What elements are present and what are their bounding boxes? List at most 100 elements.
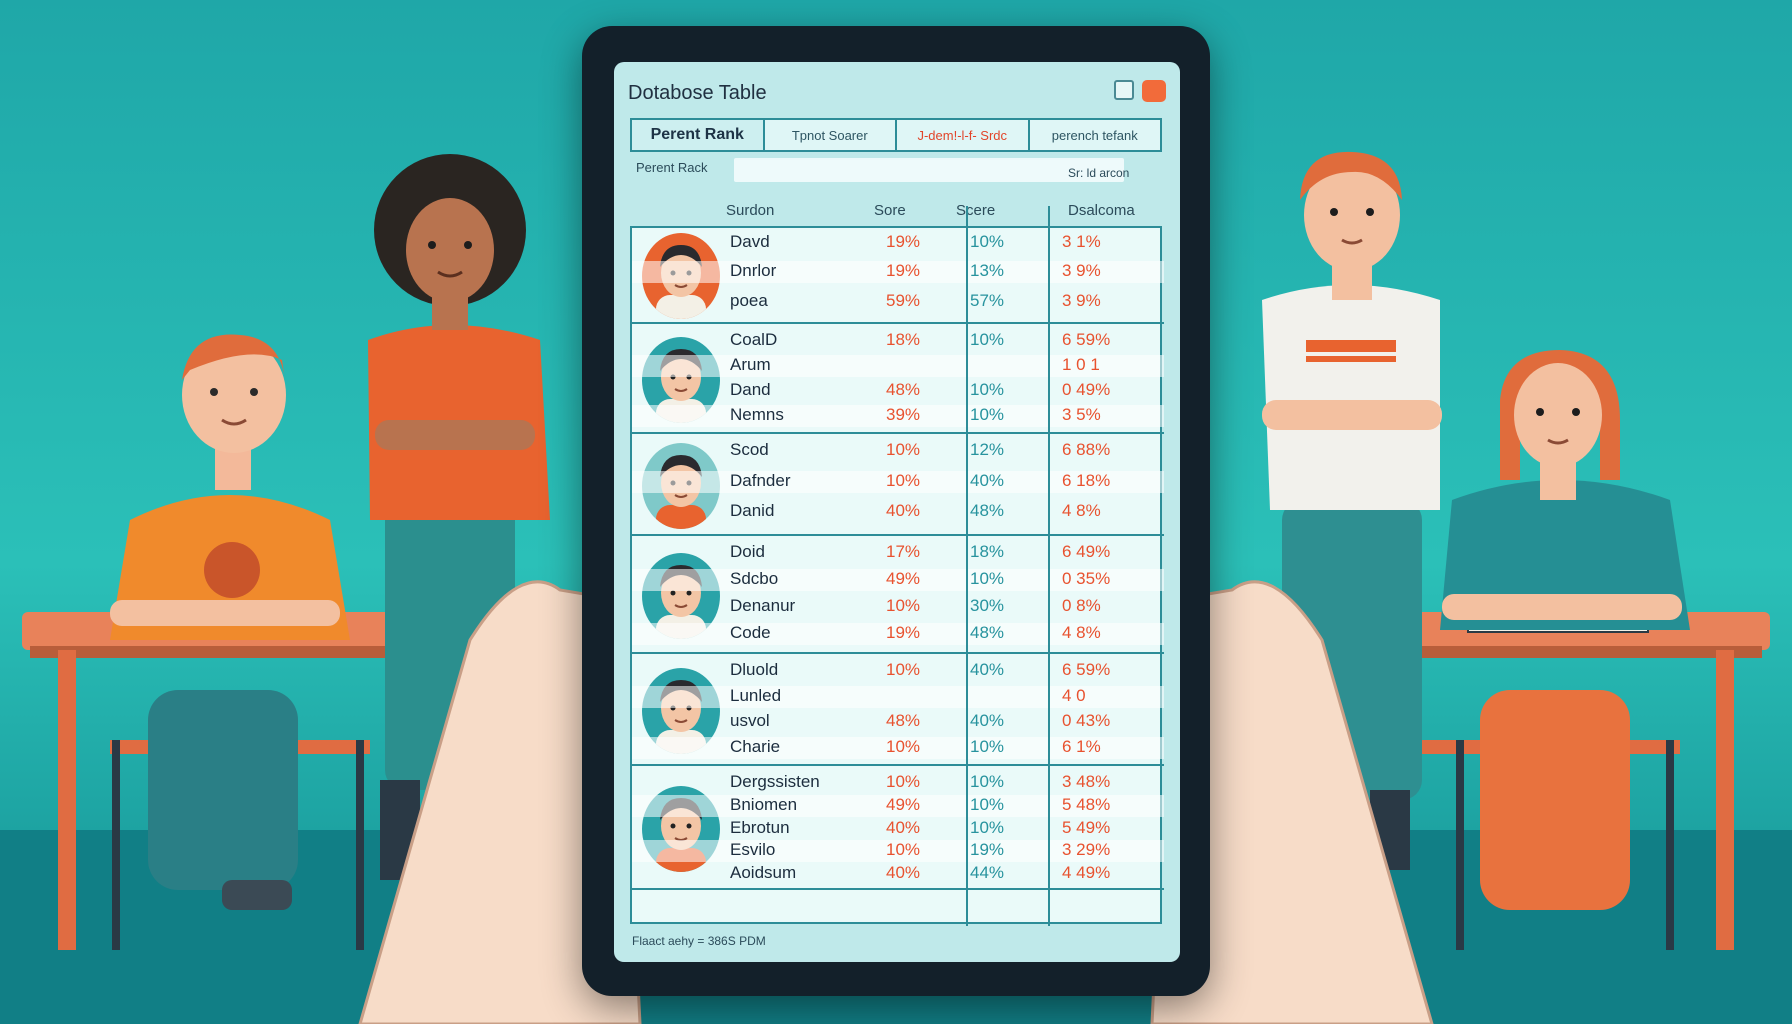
table-row[interactable]: Esvilo 10% 19% 3 29% [632,840,1164,863]
table-row[interactable]: Bniomen 49% 10% 5 48% [632,794,1164,817]
table-row[interactable]: Nemns 39% 10% 3 5% [632,405,1164,427]
student-name: Dand [730,380,771,399]
table-row[interactable]: Davd 19% 10% 3 1% [632,232,1164,254]
sore-value: 10% [886,596,921,615]
dsalcoma-value: 3 29% [1062,840,1111,860]
table-row[interactable]: Dluold 10% 40% 6 59% [632,660,1164,682]
window-icon[interactable] [1114,80,1134,100]
table-row[interactable]: Charie 10% 10% 6 1% [632,736,1164,759]
student-name: Denanur [730,596,796,615]
sore-value: 18% [886,330,921,349]
scere-value: 48% [970,501,1005,521]
scere-value: 10% [970,232,1005,251]
dsalcoma-value: 4 8% [1062,501,1101,521]
sore-value: 10% [886,660,921,679]
table-row[interactable]: Dnrlor 19% 13% 3 9% [632,261,1164,284]
student-name: usvol [730,711,770,730]
table-row[interactable]: Dafnder 10% 40% 6 18% [632,470,1164,493]
search-label: Sr: ld arcon [1068,166,1130,180]
header-scere[interactable]: Scere [956,202,996,219]
sore-value: 10% [886,840,921,860]
table-row[interactable]: Doid 17% 18% 6 49% [632,542,1164,564]
tab-tpnot-soarer[interactable]: Tpnot Soarer [765,120,897,150]
student-group: Davd 19% 10% 3 1% Dnrlor 19% 13% 3 9% poea 59% 57%… [632,228,1164,324]
sub-label: Perent Rack [636,160,708,175]
student-name: Aoidsum [730,863,797,883]
scere-value: 10% [970,772,1005,791]
header-surdon[interactable]: Surdon [726,202,775,219]
dsalcoma-value: 3 1% [1062,232,1101,251]
table-row[interactable]: Danid 40% 48% 4 8% [632,501,1164,523]
scere-value: 10% [970,405,1005,424]
student-name: Arum [730,355,771,374]
table-row[interactable]: usvol 48% 40% 0 43% [632,711,1164,733]
scere-value: 57% [970,290,1005,310]
table-row[interactable]: Sdcbo 49% 10% 0 35% [632,569,1164,591]
sore-value: 10% [886,440,921,459]
student-name: Ebrotun [730,817,790,837]
student-name: Danid [730,501,775,521]
table-row[interactable]: Scod 10% 12% 6 88% [632,440,1164,462]
table-row[interactable]: Arum 1 0 1 [632,355,1164,377]
student-name: Dafnder [730,470,791,490]
scere-value: 10% [970,736,1005,756]
student-name: Code [730,623,771,642]
table-row[interactable]: Ebrotun 40% 10% 5 49% [632,818,1164,840]
scere-value: 40% [970,711,1005,730]
column-divider [966,206,968,926]
tab-student-srdc[interactable]: J-dem!-l-f- Srdc [897,120,1030,150]
student-name: Davd [730,232,770,251]
tab-perench-tefank[interactable]: perench tefank [1051,127,1138,143]
sore-value: 40% [886,501,921,521]
dsalcoma-value: 4 49% [1062,863,1111,883]
sore-value: 49% [886,794,921,814]
close-icon[interactable] [1142,80,1166,102]
scere-value: 10% [970,817,1005,837]
sore-value: 49% [886,569,921,588]
student-name: Sdcbo [730,569,779,588]
scere-value: 12% [970,440,1005,459]
dsalcoma-value: 3 9% [1062,261,1101,281]
dsalcoma-value: 6 18% [1062,470,1111,490]
sore-value: 40% [886,817,921,837]
header-sore[interactable]: Sore [874,202,906,219]
table-row[interactable]: Dergssisten 10% 10% 3 48% [632,772,1164,794]
student-name: Dluold [730,660,779,679]
header-dsalcoma[interactable]: Dsalcoma [1068,202,1135,219]
dsalcoma-value: 0 49% [1062,380,1111,399]
sore-value: 39% [886,405,921,424]
dsalcoma-value: 3 48% [1062,772,1111,791]
scere-value: 18% [970,542,1005,561]
sore-value: 10% [886,736,921,756]
table-row[interactable]: Code 19% 48% 4 8% [632,623,1164,645]
search-input[interactable] [734,158,1124,182]
scere-value: 40% [970,660,1005,679]
student-name: CoalD [730,330,778,349]
student-name: Esvilo [730,840,776,860]
sore-value: 19% [886,623,921,642]
dsalcoma-value: 0 35% [1062,569,1111,588]
tab-perent-rank[interactable]: Perent Rank [632,120,765,150]
student-name: Scod [730,440,769,459]
table-row[interactable]: Denanur 10% 30% 0 8% [632,596,1164,618]
student-name: poea [730,290,768,310]
table-row[interactable]: Aoidsum 40% 44% 4 49% [632,863,1164,885]
table-row[interactable]: CoalD 18% 10% 6 59% [632,330,1164,352]
student-name: Dnrlor [730,261,777,281]
dsalcoma-value: 6 59% [1062,330,1111,349]
table-row[interactable]: Dand 48% 10% 0 49% [632,380,1164,402]
student-name: Bniomen [730,794,798,814]
dsalcoma-value: 6 88% [1062,440,1111,459]
table-row[interactable]: Lunled 4 0 [632,685,1164,708]
table-row[interactable]: poea 59% 57% 3 9% [632,291,1164,313]
scere-value: 48% [970,623,1005,642]
dsalcoma-value: 6 1% [1062,736,1101,756]
scere-value: 10% [970,794,1005,814]
dsalcoma-value: 6 49% [1062,542,1111,561]
sore-value: 10% [886,470,921,490]
dsalcoma-value: 3 9% [1062,290,1101,310]
student-group: CoalD 18% 10% 6 59% Arum 1 0 1 Dand 48% 10% 0 49%… [632,326,1164,434]
dsalcoma-value: 4 0 [1062,685,1086,705]
sore-value: 17% [886,542,921,561]
